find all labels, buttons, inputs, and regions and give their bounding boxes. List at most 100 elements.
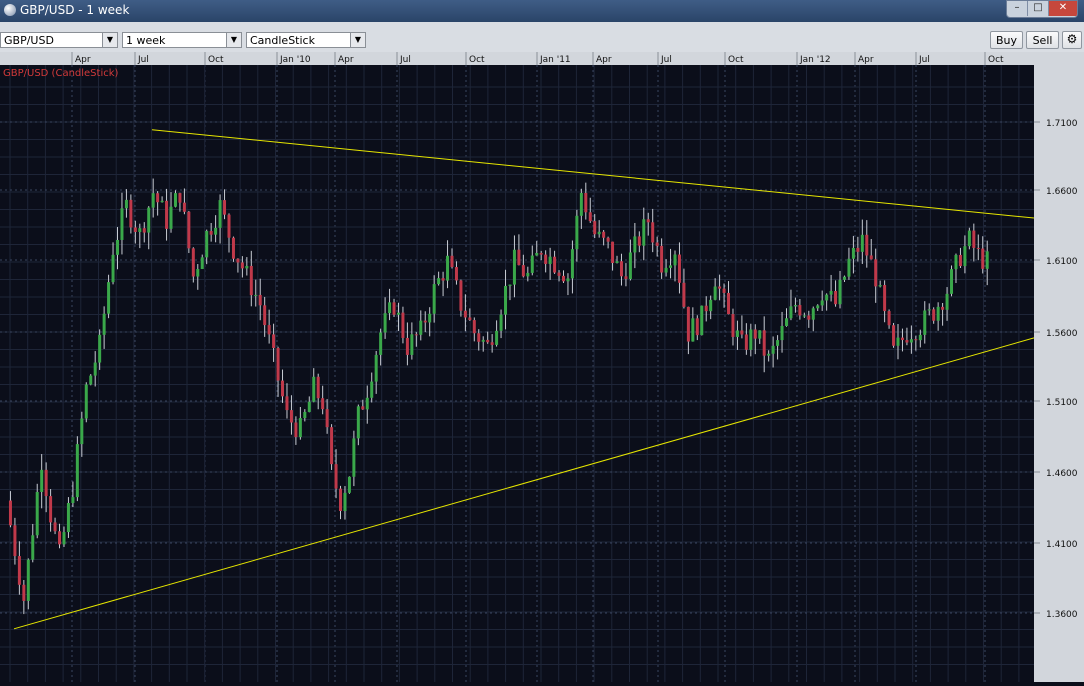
candle-up xyxy=(628,252,632,280)
candle-up xyxy=(218,200,222,228)
candle-up xyxy=(963,246,967,267)
candle-up xyxy=(838,279,842,305)
y-tick-label: 1.5100 xyxy=(1046,398,1078,408)
candle-up xyxy=(245,265,249,269)
resistance-trendline xyxy=(151,129,1035,219)
y-tick-label: 1.3600 xyxy=(1046,610,1078,620)
candle-up xyxy=(107,282,111,314)
candle-up xyxy=(749,329,753,350)
candle-down xyxy=(722,288,726,293)
chart-type-select[interactable]: CandleStick ▼ xyxy=(246,32,366,48)
candle-up xyxy=(776,340,780,346)
candle-up xyxy=(709,299,713,312)
candle-down xyxy=(142,228,146,233)
chevron-down-icon[interactable]: ▼ xyxy=(350,33,365,47)
candle-up xyxy=(896,337,900,346)
candle-down xyxy=(330,427,334,465)
candle-up xyxy=(918,334,922,341)
chevron-down-icon[interactable]: ▼ xyxy=(226,33,241,47)
chart-settings-icon[interactable]: ⚙ xyxy=(1062,31,1082,49)
candle-up xyxy=(691,318,695,342)
candle-down xyxy=(405,337,409,355)
candle-up xyxy=(945,293,949,310)
candle-up xyxy=(548,256,552,265)
chevron-down-icon[interactable]: ▼ xyxy=(102,33,117,47)
candle-down xyxy=(178,193,182,203)
candle-down xyxy=(611,241,615,263)
candle-up xyxy=(767,353,771,356)
candle-down xyxy=(883,285,887,312)
candle-down xyxy=(562,275,565,282)
candle-down xyxy=(294,422,298,438)
candle-down xyxy=(624,276,628,280)
candle-up xyxy=(432,284,436,314)
sell-button[interactable]: Sell xyxy=(1026,31,1059,49)
candle-down xyxy=(593,221,597,235)
candle-up xyxy=(356,406,360,439)
chart-area[interactable]: Apr Jul Oct Jan '10 Apr Jul Oct Jan '11 Apr Jul Oc… xyxy=(0,52,1084,682)
candle-down xyxy=(441,278,445,281)
candle-down xyxy=(958,254,962,267)
candle-down xyxy=(156,193,160,203)
candle-up xyxy=(570,249,574,279)
candle-up xyxy=(343,492,347,512)
candle-down xyxy=(941,306,945,310)
chart-type-value: CandleStick xyxy=(250,34,315,47)
maximize-button[interactable]: □ xyxy=(1027,1,1048,16)
candle-up xyxy=(512,249,516,285)
x-tick-label: Apr xyxy=(75,55,91,65)
candlestick-chart[interactable]: Apr Jul Oct Jan '10 Apr Jul Oct Jan '11 Apr Jul Oc… xyxy=(0,52,1084,682)
candle-down xyxy=(263,305,267,326)
candle-up xyxy=(347,476,351,493)
candle-up xyxy=(124,199,128,209)
candle-up xyxy=(793,305,797,307)
candle-up xyxy=(508,284,512,286)
x-tick-label: Jul xyxy=(918,55,930,65)
y-tick-label: 1.6100 xyxy=(1046,257,1078,267)
x-tick-label: Oct xyxy=(988,55,1004,65)
candle-down xyxy=(981,248,985,269)
candle-up xyxy=(950,269,954,294)
minimize-button[interactable]: – xyxy=(1014,2,1020,13)
candle-down xyxy=(58,531,62,545)
app-icon xyxy=(4,4,16,16)
candle-down xyxy=(490,342,494,345)
candle-down xyxy=(459,280,463,311)
window-title: GBP/USD - 1 week xyxy=(20,3,130,17)
period-select[interactable]: 1 week ▼ xyxy=(122,32,242,48)
candle-up xyxy=(75,444,79,498)
candle-down xyxy=(619,261,623,277)
x-tick-label: Jan '12 xyxy=(799,55,831,65)
close-button[interactable]: ✕ xyxy=(1048,1,1077,16)
candle-up xyxy=(851,247,855,259)
candle-down xyxy=(602,231,606,238)
symbol-value: GBP/USD xyxy=(4,34,54,47)
candle-down xyxy=(289,410,293,423)
candle-up xyxy=(365,397,369,410)
candle-down xyxy=(914,339,918,341)
candle-down xyxy=(316,376,320,399)
x-axis-ticks: Apr Jul Oct Jan '10 Apr Jul Oct Jan '11 Apr Jul Oc… xyxy=(71,52,1004,65)
candle-down xyxy=(972,230,976,248)
candle-up xyxy=(985,251,989,269)
candle-up xyxy=(40,469,44,493)
candle-up xyxy=(80,418,84,445)
buy-button[interactable]: Buy xyxy=(990,31,1023,49)
symbol-select[interactable]: GBP/USD ▼ xyxy=(0,32,118,48)
candle-down xyxy=(209,231,213,235)
candle-down xyxy=(22,584,26,601)
candle-down xyxy=(584,192,588,213)
candle-down xyxy=(727,292,731,315)
y-tick-label: 1.5600 xyxy=(1046,329,1078,339)
candle-down xyxy=(834,290,838,305)
candle-down xyxy=(249,265,253,296)
candle-up xyxy=(664,267,668,273)
candle-up xyxy=(954,254,958,270)
candle-up xyxy=(771,345,775,354)
candle-up xyxy=(84,384,88,419)
candle-down xyxy=(454,267,458,281)
candle-up xyxy=(967,230,971,247)
window-controls: – □ ✕ xyxy=(1006,0,1078,18)
candle-down xyxy=(544,254,548,265)
candle-down xyxy=(856,247,860,252)
